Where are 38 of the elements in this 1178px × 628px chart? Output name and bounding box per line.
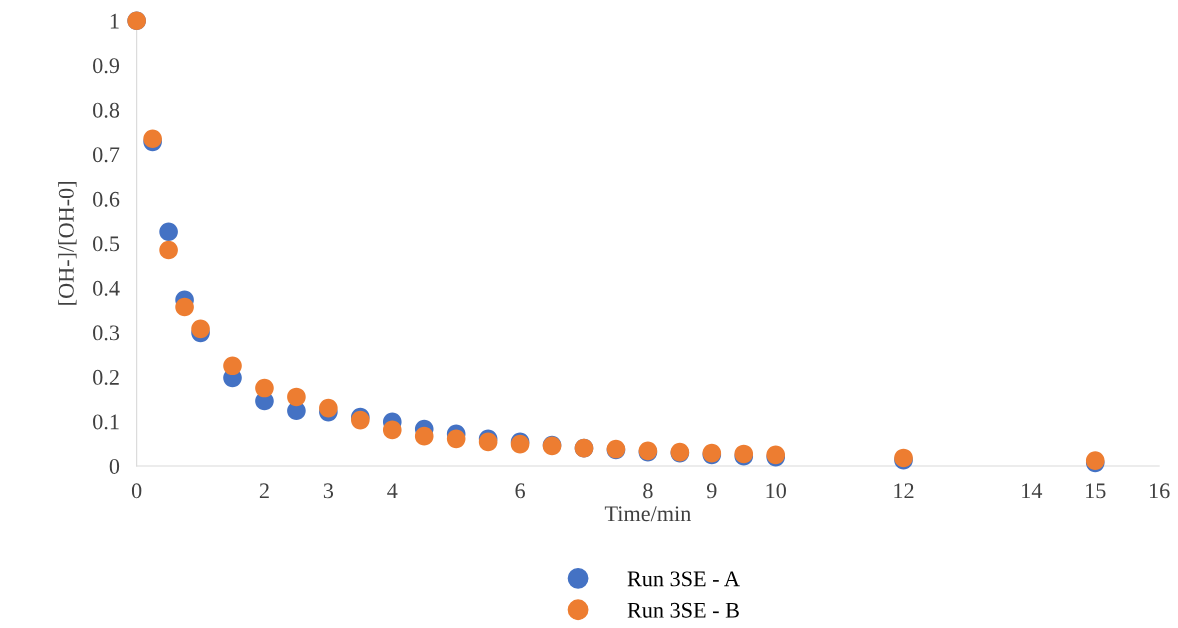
x-tick-label: 3: [323, 483, 334, 499]
point: [159, 240, 178, 260]
x-axis-title: Time/min: [604, 506, 691, 522]
point: [159, 222, 178, 242]
point: [175, 297, 194, 317]
x-tick-label: 10: [766, 483, 786, 499]
x-tick-label: 14: [1022, 483, 1043, 499]
y-tick-label: 0: [109, 458, 120, 474]
x-tick-label: 12: [894, 483, 914, 499]
point: [414, 426, 434, 446]
y-tick-label: 0.3: [93, 325, 120, 341]
y-tick-label: 0.5: [93, 236, 120, 252]
y-tick-label: 0.2: [93, 369, 119, 385]
legend-label: Run 3SE - B: [627, 602, 739, 618]
y-tick-label: 0.1: [93, 414, 119, 430]
x-tick-label: 16: [1150, 483, 1170, 499]
x-tick-label: 0: [131, 483, 142, 499]
y-tick-label: 0.7: [93, 147, 120, 163]
x-tick-label: 4: [387, 483, 398, 499]
point: [287, 387, 306, 407]
x-tick-label: 8: [643, 483, 653, 499]
x-tick-label: 2: [259, 483, 269, 499]
x-tick-label: 9: [706, 483, 717, 499]
y-tick-label: 1: [110, 13, 119, 29]
point: [382, 420, 402, 440]
y-tick-label: 0.6: [93, 191, 120, 207]
y-tick-label: 0.4: [93, 280, 120, 296]
y-tick-label: 0.8: [93, 102, 120, 118]
x-tick-label: 6: [515, 483, 525, 499]
point: [255, 378, 274, 398]
point: [223, 356, 242, 376]
point: [319, 398, 338, 418]
y-tick-label: 0.9: [93, 58, 120, 74]
point: [446, 429, 466, 449]
point: [191, 319, 210, 339]
x-tick-label: 15: [1086, 483, 1106, 499]
y-axis-title: [OH-]/[OH-0]: [58, 182, 77, 305]
legend-label: Run 3SE - A: [627, 571, 740, 587]
